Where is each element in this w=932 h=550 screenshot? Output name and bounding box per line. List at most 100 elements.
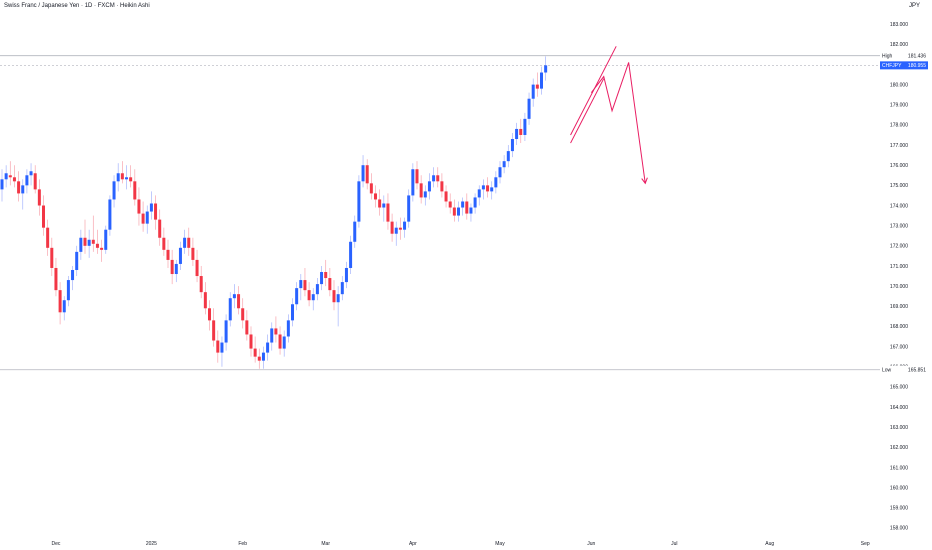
candle-body [257,356,261,361]
low-badge-value: 165.851 [908,368,926,374]
candle-body [66,280,70,301]
candle-body [270,328,274,343]
candle-body [506,151,510,162]
candle-body [531,84,535,99]
y-tick-label: 176.000 [890,163,908,169]
y-tick-label: 160.000 [890,485,908,491]
candle-body [419,183,423,198]
candle-body [361,165,365,182]
candle-body [540,72,543,89]
candle-body [299,280,303,289]
trend-drawings[interactable] [570,46,648,185]
candle-body [91,239,95,244]
y-tick-label: 178.000 [890,123,908,129]
y-tick-label: 179.000 [890,103,908,109]
candle-body [162,237,166,250]
candle-body [415,169,419,184]
candle-body [116,173,120,182]
candle-body [95,243,99,248]
candle-body [403,221,407,230]
candle-body [344,267,348,283]
candle-body [427,181,431,192]
candle-body [527,98,531,119]
candle-body [187,237,191,248]
candle-body [332,290,336,303]
candle-body [125,177,128,180]
x-tick-label: Feb [238,541,247,547]
candle-body [58,290,62,313]
x-tick-label: Apr [409,541,417,547]
chart-title: Swiss Franc / Japanese Yen · 1D · FXCM ·… [4,3,150,9]
candle-body [519,128,523,135]
y-tick-label: 161.000 [890,465,908,471]
candle-body [17,181,21,194]
candle-body [112,181,116,200]
candle-body [274,328,278,335]
y-tick-label: 165.000 [890,385,908,391]
candle-body [29,171,33,176]
high-low-lines [0,55,880,371]
candle-body [4,173,8,180]
candle-body [291,304,294,321]
candle-body [203,292,207,309]
projection-arrow-head [641,177,648,185]
candle-body [282,336,286,349]
candle-body [108,199,112,230]
candle-body [228,298,232,321]
candle-body [224,320,228,343]
y-tick-label: 173.000 [890,223,908,229]
candle-body [444,191,448,202]
candle-body [432,175,436,182]
x-tick-label: Mar [321,541,330,547]
candle-body [83,237,87,246]
candle-body [21,185,25,194]
currency-label: JPY [908,3,920,9]
candle-body [191,247,195,260]
candle-body [469,207,473,214]
candle-body [170,259,174,275]
time-axis[interactable]: Dec 2025 Feb Mar Apr May Jun Jul Aug Sep [51,541,869,547]
y-tick-label: 180.000 [890,82,908,88]
last-price-badge-value: 180.955 [908,63,926,69]
candle-body [154,203,158,220]
candle-body [490,187,494,192]
y-tick-label: 170.000 [890,284,908,290]
candle-body [386,203,390,222]
candle-body [378,199,382,208]
last-price-badge-label: CHFJPY [882,63,902,69]
candle-body [286,320,290,337]
wedge-lower-line [570,78,605,144]
candle-body [307,290,311,301]
candle-body [12,177,16,182]
candle-body [452,207,456,216]
candle-body [407,195,411,222]
candle-body [149,203,153,212]
candle-body [457,207,460,216]
candle-body [303,280,307,291]
candle-body [42,205,45,228]
y-tick-label: 171.000 [890,264,908,270]
candle-body [174,263,178,275]
last-price-badge-bg [880,61,928,70]
candle-body [120,173,124,180]
candle-body [498,167,502,178]
candle-body [502,161,506,168]
high-badge-bg [880,51,928,60]
y-tick-label: 175.000 [890,183,908,189]
price-axis[interactable]: 158.000 159.000 160.000 161.000 162.000 163.0… [890,22,908,532]
candle-body [50,247,54,268]
candle-body [544,65,548,73]
candle-body [129,177,133,182]
y-tick-label: 172.000 [890,244,908,250]
candle-body [349,241,353,268]
candle-body [374,193,377,200]
candle-body [261,352,265,361]
candle-body [37,189,41,206]
candle-body [25,175,29,186]
candle-body [137,199,141,214]
y-tick-label: 162.000 [890,445,908,451]
candle-body [535,84,539,89]
candle-body [390,221,394,234]
candle-body [158,219,162,238]
